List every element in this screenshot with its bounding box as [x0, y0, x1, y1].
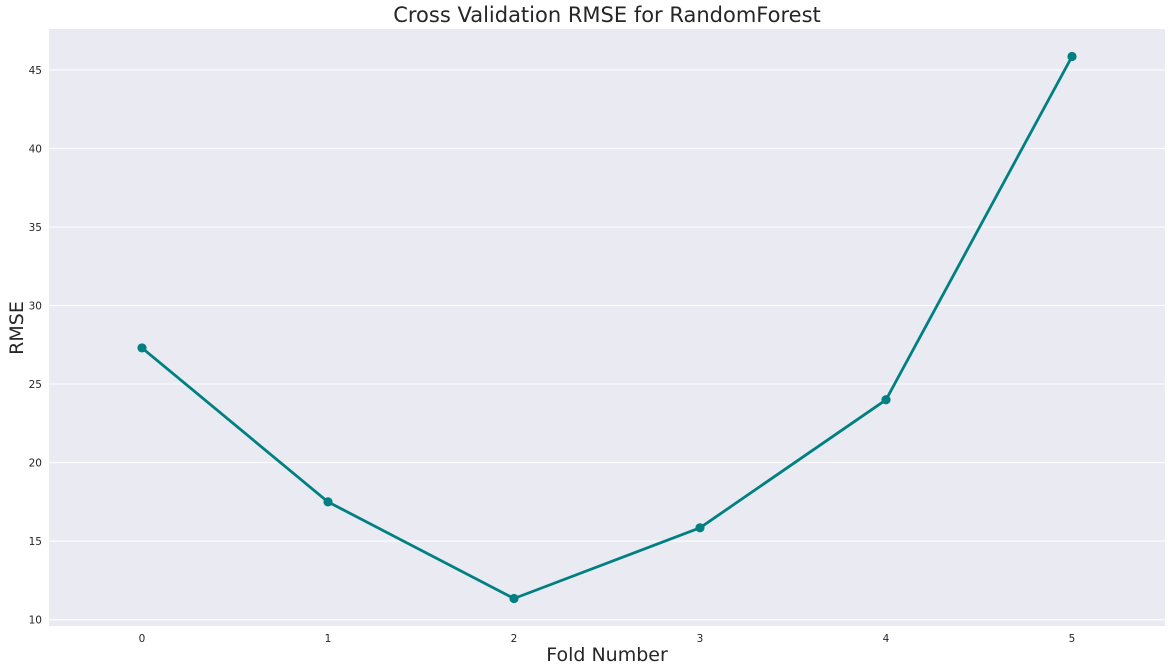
y-tick-label: 30: [29, 301, 42, 313]
x-tick-label: 0: [139, 633, 146, 645]
grid-lines: [49, 69, 1165, 621]
data-point: [881, 395, 891, 405]
y-axis-label: RMSE: [6, 301, 28, 355]
series-line: [140, 55, 1074, 600]
plot-background: [49, 29, 1165, 626]
y-tick-label: 40: [29, 143, 42, 155]
x-axis-label: Fold Number: [546, 644, 668, 666]
x-tick-label: 2: [511, 633, 518, 645]
x-tick-label: 4: [883, 633, 890, 645]
x-tick-label: 5: [1069, 633, 1076, 645]
data-point: [1067, 51, 1077, 62]
y-tick-label: 15: [29, 536, 42, 548]
x-tick-label: 3: [697, 633, 704, 645]
y-tick-label: 35: [29, 222, 42, 234]
y-tick-label: 20: [29, 458, 42, 470]
data-point: [137, 343, 147, 353]
chart-title: Cross Validation RMSE for RandomForest: [393, 3, 821, 27]
data-point: [695, 523, 705, 533]
y-tick-label: 25: [29, 379, 42, 391]
y-tick-label: 10: [29, 615, 42, 627]
series-group: [137, 51, 1077, 604]
x-tick-labels: 0 1 2 3 4 5: [139, 633, 1076, 645]
y-tick-labels: 10 15 20 25 30 35 40 45: [29, 65, 42, 627]
y-tick-label: 45: [29, 65, 42, 77]
x-tick-label: 1: [325, 633, 332, 645]
data-point: [509, 593, 519, 604]
data-point: [323, 497, 333, 507]
